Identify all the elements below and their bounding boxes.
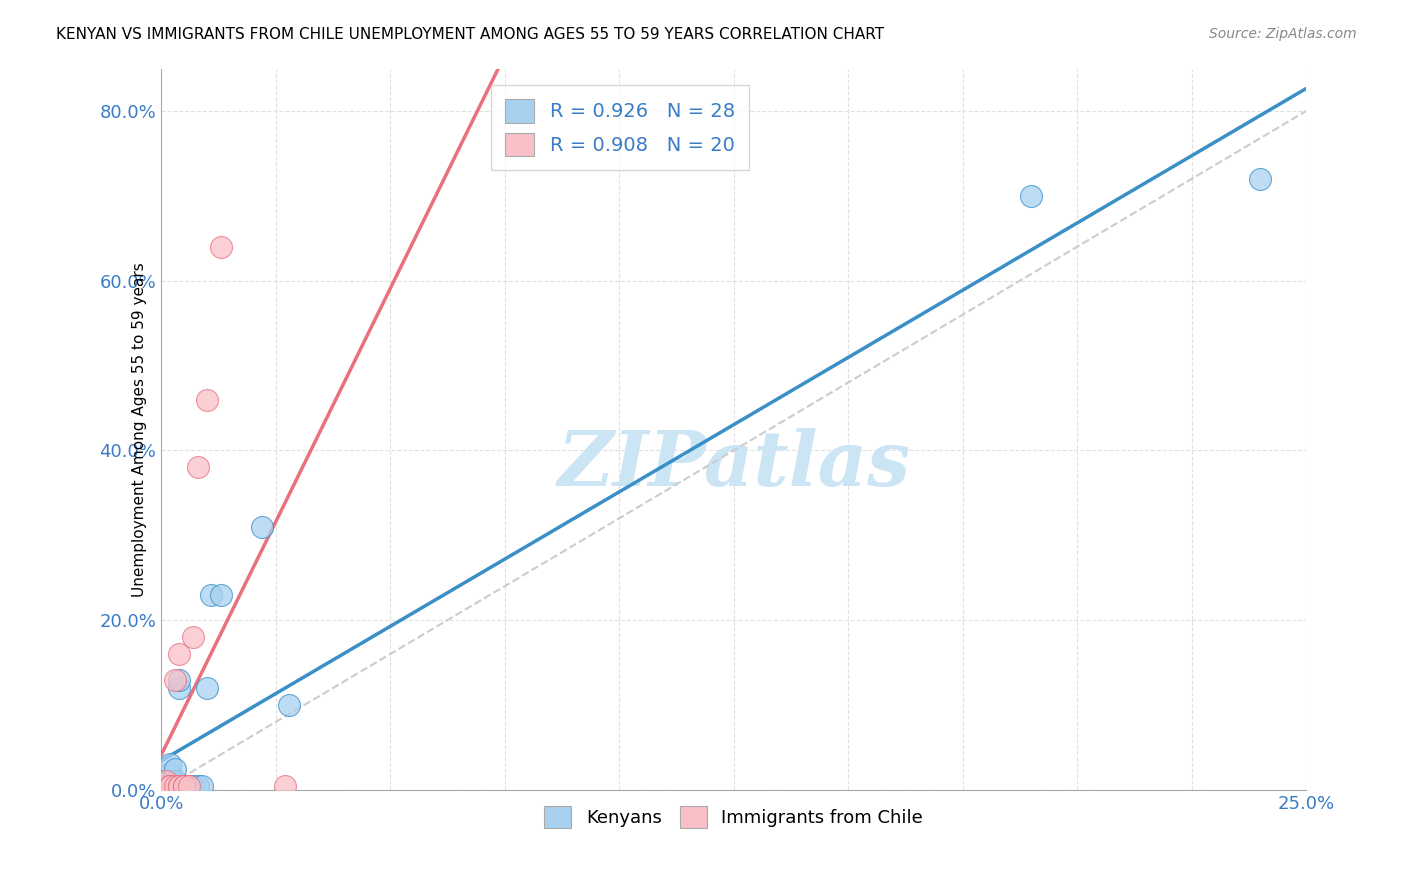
Text: Source: ZipAtlas.com: Source: ZipAtlas.com — [1209, 27, 1357, 41]
Point — [169, 673, 191, 687]
Legend: Kenyans, Immigrants from Chile: Kenyans, Immigrants from Chile — [537, 798, 931, 835]
Point — [163, 779, 186, 793]
Point — [177, 779, 200, 793]
Point — [169, 681, 191, 695]
Point — [163, 774, 186, 789]
Point — [177, 779, 200, 793]
Point — [159, 779, 181, 793]
Point — [155, 779, 177, 793]
Point — [187, 779, 209, 793]
Point — [155, 779, 177, 793]
Point — [209, 588, 232, 602]
Point — [173, 779, 195, 793]
Point — [155, 774, 177, 789]
Point — [173, 779, 195, 793]
Point — [181, 630, 204, 644]
Point — [159, 766, 181, 780]
Point — [274, 779, 297, 793]
Text: KENYAN VS IMMIGRANTS FROM CHILE UNEMPLOYMENT AMONG AGES 55 TO 59 YEARS CORRELATI: KENYAN VS IMMIGRANTS FROM CHILE UNEMPLOY… — [56, 27, 884, 42]
Point — [155, 774, 177, 789]
Point — [159, 779, 181, 793]
Y-axis label: Unemployment Among Ages 55 to 59 years: Unemployment Among Ages 55 to 59 years — [132, 262, 148, 597]
Point — [191, 779, 214, 793]
Point — [195, 392, 218, 407]
Point — [159, 779, 181, 793]
Point — [163, 779, 186, 793]
Point — [169, 779, 191, 793]
Point — [1021, 189, 1043, 203]
Point — [187, 460, 209, 475]
Point — [163, 673, 186, 687]
Point — [169, 779, 191, 793]
Point — [173, 779, 195, 793]
Point — [278, 698, 301, 712]
Point — [250, 520, 273, 534]
Point — [169, 647, 191, 661]
Point — [195, 681, 218, 695]
Point — [159, 779, 181, 793]
Point — [155, 779, 177, 793]
Point — [173, 779, 195, 793]
Point — [1249, 172, 1271, 186]
Point — [155, 779, 177, 793]
Text: ZIPatlas: ZIPatlas — [557, 428, 910, 502]
Point — [155, 779, 177, 793]
Point — [159, 779, 181, 793]
Point — [209, 240, 232, 254]
Point — [173, 779, 195, 793]
Point — [163, 779, 186, 793]
Point — [159, 757, 181, 772]
Point — [181, 779, 204, 793]
Point — [159, 774, 181, 789]
Point — [200, 588, 222, 602]
Point — [163, 762, 186, 776]
